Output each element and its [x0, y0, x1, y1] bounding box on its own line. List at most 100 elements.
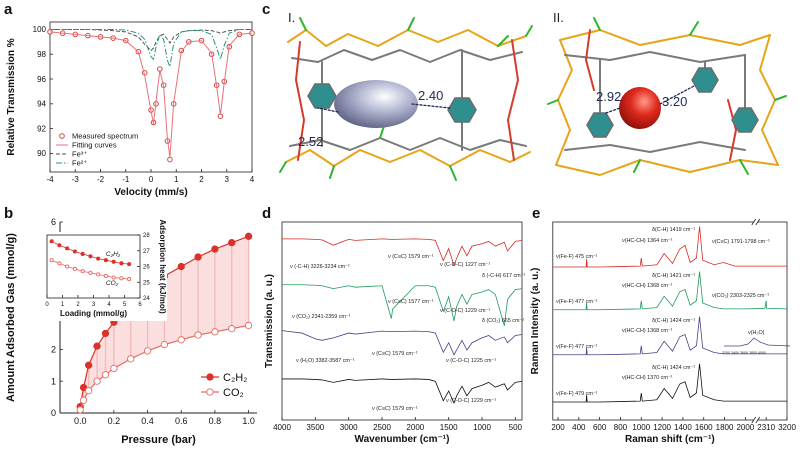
- bond: [559, 29, 771, 46]
- distance-label: 2.92: [596, 89, 621, 104]
- bond: [379, 125, 385, 139]
- bond: [449, 165, 457, 181]
- annotation: δ(C-H) 1424 cm⁻¹: [652, 365, 695, 371]
- data-point: [84, 387, 93, 395]
- bond: [289, 137, 527, 151]
- y-tick-label: 6: [51, 217, 56, 227]
- series-label: CO₂: [106, 280, 119, 287]
- x-tick-label: 6: [138, 302, 142, 308]
- annotation: δ (CO₂) 665 cm⁻¹: [482, 318, 524, 324]
- ring: [447, 97, 477, 123]
- data-point: [228, 324, 236, 333]
- x-tick-label: 4: [250, 175, 255, 184]
- legend-marker: [206, 388, 214, 396]
- data-point: [76, 406, 84, 414]
- ring: [691, 67, 719, 93]
- bond: [585, 29, 595, 91]
- y-axis-label: Amount Adsorbed Gas (mmol/g): [5, 233, 17, 402]
- bond: [555, 39, 573, 166]
- annotation: ν(Fe-F) 477 cm⁻¹: [556, 344, 598, 350]
- x-tick-label: 1400: [674, 423, 692, 432]
- data-point: [119, 276, 124, 281]
- bond: [564, 141, 746, 153]
- data-point: [79, 396, 88, 404]
- y-axis-label: Adsorption heat (kJ/mol): [158, 219, 167, 314]
- series-line: [49, 31, 253, 158]
- x-tick-label: 500: [509, 423, 523, 432]
- x-tick-label: 3: [92, 302, 96, 308]
- y-tick-label: 98: [37, 50, 46, 59]
- y-axis-label: Transmission (a. u.): [264, 274, 275, 368]
- data-point: [65, 264, 70, 269]
- bond: [299, 17, 307, 31]
- series-line: [552, 363, 787, 403]
- data-point: [127, 277, 132, 282]
- bond: [593, 17, 601, 31]
- data-point: [57, 243, 62, 248]
- data-point: [160, 340, 169, 349]
- x-tick-label: 2500: [373, 423, 391, 432]
- legend-label: Fe³⁺: [72, 150, 87, 159]
- structure-label: I.: [288, 10, 295, 25]
- legend-label: CO₂: [223, 387, 244, 399]
- x-axis-label: Velocity (mm/s): [114, 187, 187, 198]
- x-tick-label: 2: [199, 175, 204, 184]
- x-axis-label: Pressure (bar): [121, 434, 196, 446]
- bond: [507, 39, 519, 161]
- data-point: [96, 256, 101, 261]
- x-tick-label: 4: [107, 302, 111, 308]
- y-tick-label: 27: [143, 249, 150, 255]
- data-point: [194, 253, 202, 261]
- x-axis-label: Raman shift (cm⁻¹): [625, 434, 715, 445]
- data-point: [103, 273, 108, 279]
- panel-label: d: [262, 205, 271, 222]
- y-tick-label: 92: [37, 124, 46, 133]
- annotation: ν(Fe-F) 479 cm⁻¹: [556, 391, 598, 397]
- data-point: [244, 232, 253, 240]
- data-point: [65, 246, 70, 251]
- series-label: C₂H₂: [106, 251, 121, 258]
- data-point: [110, 364, 118, 373]
- contact-line: [317, 107, 339, 113]
- annotation: ν(HC-CH) 1368 cm⁻¹: [622, 283, 673, 289]
- y-tick-label: 90: [37, 149, 46, 158]
- bond: [774, 95, 787, 101]
- legend-label: Fe²⁺: [72, 159, 87, 168]
- bond: [287, 29, 527, 47]
- panel-label: e: [532, 205, 540, 222]
- x-tick-label: 5: [123, 302, 127, 308]
- x-tick-label: 0: [45, 302, 49, 308]
- bond: [727, 99, 737, 161]
- distance-label: 2.40: [418, 88, 443, 103]
- series-line: [282, 378, 523, 405]
- x-tick-label: 400: [572, 423, 586, 432]
- y-tick-label: 0: [51, 408, 56, 418]
- data-point: [244, 321, 253, 330]
- data-point: [127, 355, 135, 363]
- x-tick-label: -1: [122, 175, 130, 184]
- data-point: [211, 245, 219, 253]
- data-point: [127, 262, 132, 267]
- x-tick-label: 3500: [306, 423, 324, 432]
- panel-label: b: [4, 205, 13, 222]
- annotation: ν (C-O-C) 1225 cm⁻¹: [446, 358, 496, 364]
- y-tick-label: 100: [33, 25, 47, 34]
- annotation: ν(Fe-F) 477 cm⁻¹: [556, 299, 598, 305]
- annotation: ν (CO₂) 2341-2359 cm⁻¹: [292, 314, 351, 320]
- x-tick-label: 3200: [778, 423, 796, 432]
- annotation: ν(HC-CH) 1368 cm⁻¹: [622, 328, 673, 334]
- bond: [633, 159, 641, 173]
- x-tick-label: 2310: [757, 423, 775, 432]
- annotation: ν(HC-CH) 1364 cm⁻¹: [622, 238, 673, 244]
- data-point: [228, 239, 236, 247]
- data-point: [88, 270, 93, 275]
- x-tick-label: 0.8: [209, 416, 222, 426]
- x-tick-label: 0.4: [141, 416, 154, 426]
- bond: [407, 17, 415, 31]
- data-point: [57, 261, 62, 266]
- y-tick-label: 1: [51, 376, 56, 386]
- y-tick-label: 28: [143, 233, 150, 239]
- annotation: ν(HC-CH) 1370 cm⁻¹: [622, 375, 673, 381]
- structure-label: II.: [553, 10, 564, 25]
